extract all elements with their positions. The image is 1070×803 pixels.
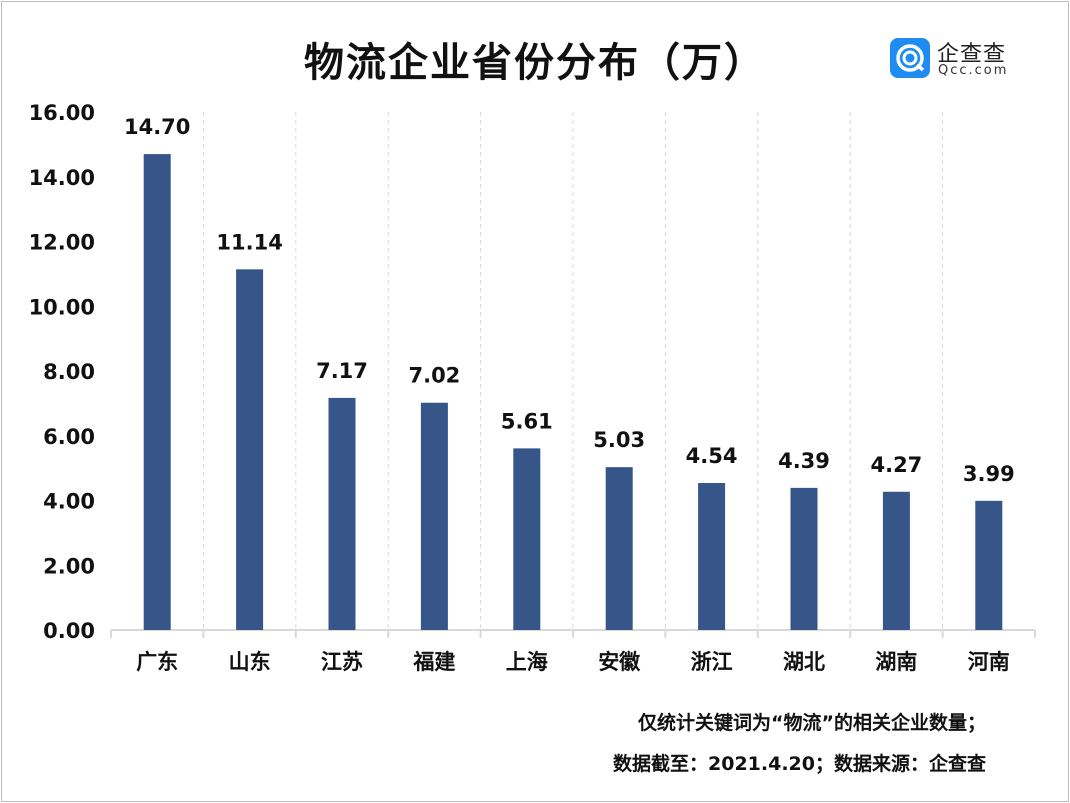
bar-安徽: [605, 467, 633, 630]
y-tick-label: 16.00: [29, 101, 95, 125]
bar-江苏: [328, 397, 356, 630]
qcc-logo-icon: [890, 38, 930, 78]
bar-湖南: [882, 491, 910, 630]
x-tick-label: 广东: [136, 650, 178, 674]
y-tick-label: 8.00: [43, 360, 95, 384]
data-label: 7.02: [408, 364, 460, 388]
x-tick-label: 福建: [412, 650, 455, 674]
data-label: 14.70: [124, 115, 190, 139]
y-tick-label: 10.00: [29, 295, 95, 319]
y-tick-label: 4.00: [43, 490, 95, 514]
y-tick-label: 2.00: [43, 554, 95, 578]
bar-上海: [513, 448, 541, 630]
data-label: 11.14: [216, 230, 282, 254]
footnote-scope: 仅统计关键词为“物流”的相关企业数量；: [638, 712, 986, 734]
data-label: 3.99: [963, 462, 1015, 486]
x-tick-label: 安徽: [598, 650, 641, 674]
x-tick-label: 上海: [506, 650, 548, 674]
footnote-source: 数据截至：2021.4.20；数据来源：企查查: [613, 753, 986, 775]
y-tick-label: 0.00: [43, 619, 95, 643]
bar-湖北: [790, 487, 818, 630]
chart-title: 物流企业省份分布（万）: [304, 40, 766, 86]
x-tick-label: 浙江: [691, 650, 733, 674]
bar-河南: [975, 500, 1003, 630]
bar-山东: [236, 269, 264, 630]
x-tick-label: 湖北: [783, 650, 825, 674]
x-tick-label: 湖南: [875, 650, 917, 674]
bar-福建: [420, 402, 448, 630]
x-tick-label: 江苏: [321, 650, 363, 674]
y-tick-label: 12.00: [29, 231, 95, 255]
data-label: 4.27: [870, 453, 922, 477]
bar-浙江: [698, 483, 726, 630]
x-tick-label: 山东: [229, 650, 271, 674]
data-label: 7.17: [316, 359, 368, 383]
data-label: 4.39: [778, 449, 830, 473]
logo-name-cn: 企查查: [937, 42, 1007, 67]
data-label: 5.61: [501, 409, 553, 433]
x-tick-label: 河南: [968, 650, 1010, 674]
logo-name-en: Qcc.com: [938, 63, 1009, 78]
y-tick-label: 14.00: [29, 166, 95, 190]
data-label: 4.54: [686, 444, 738, 468]
y-tick-label: 6.00: [43, 425, 95, 449]
bar-广东: [143, 154, 171, 630]
data-label: 5.03: [593, 428, 645, 452]
